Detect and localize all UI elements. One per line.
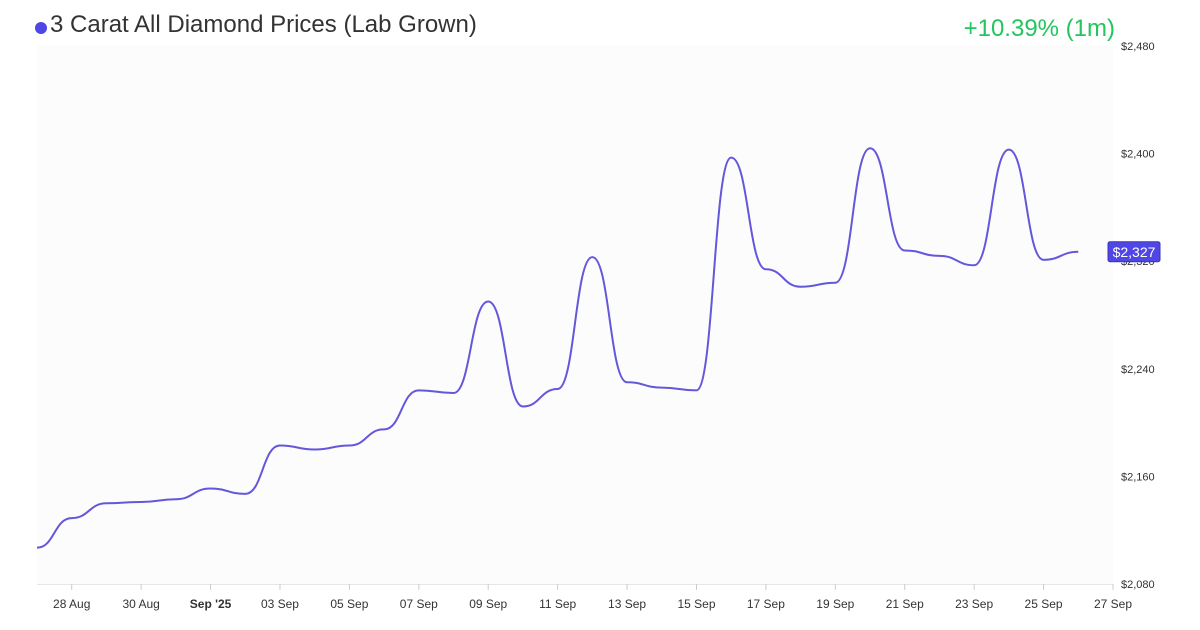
chart-header: 3 Carat All Diamond Prices (Lab Grown) +… [0,0,1200,46]
y-axis: $2,080$2,160$2,240$2,320$2,400$2,480 [1121,41,1155,591]
x-axis: 28 Aug 30 Aug Sep '25 03 Sep 05 Sep 07 Sep 09 … [37,584,1132,611]
y-tick-label: $2,080 [1121,579,1155,591]
x-tick-label: 25 Sep [1025,597,1063,611]
x-tick-label: 13 Sep [608,597,646,611]
x-tick-label: 28 Aug [53,597,90,611]
price-change: +10.39% (1m) [963,15,1115,42]
y-tick-label: $2,160 [1121,471,1155,483]
x-tick-label: 03 Sep [261,597,299,611]
x-tick-label: 27 Sep [1094,597,1132,611]
y-tick-label: $2,240 [1121,364,1155,376]
x-tick-label: 21 Sep [886,597,924,611]
x-tick-label: 19 Sep [816,597,854,611]
x-tick-label: 15 Sep [677,597,715,611]
x-tick-label: 30 Aug [122,597,159,611]
x-tick-label: 11 Sep [539,597,576,611]
x-tick-label: 05 Sep [330,597,368,611]
x-tick-label: 23 Sep [955,597,993,611]
x-tick-label: 07 Sep [400,597,438,611]
last-price-marker: $2,327 [1107,241,1161,263]
last-price-label: $2,327 [1113,244,1156,260]
plot-area [37,46,1113,584]
chart-title: 3 Carat All Diamond Prices (Lab Grown) [50,11,477,38]
x-tick-label: 17 Sep [747,597,785,611]
last-price-badge [1107,241,1161,263]
price-series-line[interactable] [36,147,1079,549]
x-tick-label: Sep '25 [190,597,232,611]
series-color-dot [35,22,47,34]
y-tick-label: $2,480 [1121,41,1155,53]
x-tick-label: 09 Sep [469,597,507,611]
y-tick-label: $2,400 [1121,149,1155,161]
